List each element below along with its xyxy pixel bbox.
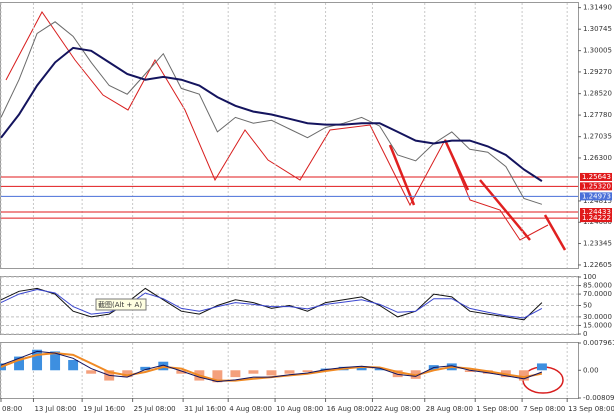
y-tick-label: 70.0000 xyxy=(583,290,612,298)
arrow xyxy=(479,179,531,241)
tooltip-box xyxy=(95,298,147,311)
y-tick-label: 85.0000 xyxy=(583,282,612,290)
histogram-bar xyxy=(248,370,259,374)
x-tick-label: 25 Jul 08:00 xyxy=(134,405,176,413)
y-tick-label: 30.0000 xyxy=(583,313,612,321)
highlight-circle xyxy=(522,366,564,394)
x-tick-label: 19 Jul 16:00 xyxy=(83,405,125,413)
x-tick-label: 13 Jul 08:00 xyxy=(34,405,76,413)
y-tick-label: 1.27780 xyxy=(583,111,612,119)
histogram-bar xyxy=(32,349,43,371)
y-tick-label: 1.27035 xyxy=(583,133,612,141)
y-tick-label: 1.24815 xyxy=(583,197,612,205)
y-tick-label: 1.31490 xyxy=(583,4,612,12)
y-tick-label: 0.0079618 xyxy=(583,339,614,347)
histogram-bar xyxy=(50,351,61,371)
price-level-label: 1.25643 xyxy=(582,173,611,181)
y-tick-label: 0.00 xyxy=(583,366,599,374)
histogram-bar xyxy=(68,359,79,371)
main-panel xyxy=(0,2,579,269)
y-tick-label: 15.0000 xyxy=(583,321,612,329)
y-tick-label: 1.23345 xyxy=(583,240,612,248)
series-line xyxy=(0,350,543,383)
x-tick-label: 31 Jul 16:00 xyxy=(184,405,226,413)
histogram-bar xyxy=(230,370,241,378)
arrow xyxy=(543,214,567,251)
x-tick-label: 08:00 xyxy=(2,405,22,413)
x-tick-label: 16 Aug 08:00 xyxy=(327,405,374,413)
price-level-label: 1.24222 xyxy=(582,214,611,222)
y-tick-label: 100 xyxy=(583,273,596,281)
histogram-bar xyxy=(176,370,187,374)
price-level-label: 1.24433 xyxy=(582,208,611,216)
histogram-bar xyxy=(518,370,529,381)
price-level-box xyxy=(580,208,612,217)
x-tick-label: 1 Sep 08:00 xyxy=(476,405,518,413)
y-tick-label: 0 xyxy=(583,330,587,338)
price-level-label: 1.25320 xyxy=(582,182,611,190)
y-tick-label: 1.22605 xyxy=(583,261,612,269)
histogram-bar xyxy=(212,370,223,383)
series-line xyxy=(0,21,543,205)
series-line xyxy=(0,287,543,321)
zigzag xyxy=(5,11,549,241)
tooltip: 截图(Alt + A) xyxy=(98,300,142,309)
y-tick-label: 1.24080 xyxy=(583,218,612,226)
series-line xyxy=(0,46,543,182)
arrow xyxy=(388,144,416,206)
histogram-bar xyxy=(122,370,133,378)
y-tick-label: 1.26300 xyxy=(583,154,612,162)
y-tick-label: -0.0080917 xyxy=(583,394,614,402)
histogram-bar xyxy=(464,370,475,372)
histogram-bar xyxy=(374,368,385,371)
x-tick-label: 28 Aug 08:00 xyxy=(426,405,473,413)
series-line xyxy=(0,288,543,319)
y-tick-label: 1.29270 xyxy=(583,68,612,76)
histogram-bar xyxy=(356,366,367,371)
histogram-bar xyxy=(14,356,24,371)
histogram-bar xyxy=(284,370,295,374)
x-tick-label: 13 Sep 08:00 xyxy=(568,405,614,413)
x-tick-label: 10 Aug 08:00 xyxy=(276,405,323,413)
y-tick-label: 1.30005 xyxy=(583,47,612,55)
price-level-box xyxy=(580,172,612,181)
arrow xyxy=(443,139,470,191)
price-level-box xyxy=(580,214,612,223)
histogram-bar xyxy=(266,370,277,376)
histogram-bar xyxy=(86,370,97,374)
histogram-bar xyxy=(140,366,151,371)
histogram-bar xyxy=(536,363,547,371)
y-tick-label: 1.30745 xyxy=(583,25,612,33)
x-tick-label: 7 Sep 08:00 xyxy=(523,405,565,413)
y-tick-label: 50 xyxy=(583,302,592,310)
price-level-box xyxy=(580,182,612,191)
histogram-bar xyxy=(392,370,403,378)
price-level-label: 1.24973 xyxy=(582,192,611,200)
y-tick-label: 1.28520 xyxy=(583,90,612,98)
histogram-bar xyxy=(302,370,313,372)
x-tick-label: 22 Aug 08:00 xyxy=(373,405,420,413)
price-level-box xyxy=(580,192,612,201)
x-tick-label: 4 Aug 08:00 xyxy=(229,405,272,413)
